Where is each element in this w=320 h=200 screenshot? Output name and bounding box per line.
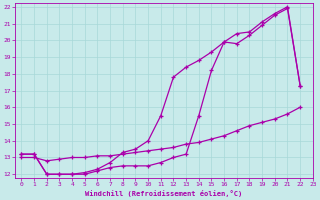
X-axis label: Windchill (Refroidissement éolien,°C): Windchill (Refroidissement éolien,°C) [85,190,243,197]
